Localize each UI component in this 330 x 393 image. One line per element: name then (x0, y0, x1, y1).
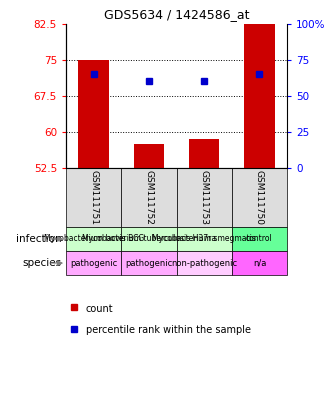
Text: pathogenic: pathogenic (70, 259, 117, 268)
Bar (79, 60, 109, 168)
FancyBboxPatch shape (177, 251, 232, 275)
Text: GSM111751: GSM111751 (89, 170, 98, 225)
Bar (244, 24, 275, 168)
Bar (189, 139, 219, 168)
FancyBboxPatch shape (121, 251, 177, 275)
FancyBboxPatch shape (232, 168, 287, 227)
Text: species: species (22, 258, 62, 268)
FancyBboxPatch shape (66, 227, 121, 251)
FancyBboxPatch shape (232, 251, 287, 275)
Text: n/a: n/a (253, 259, 266, 268)
Text: GSM111753: GSM111753 (200, 170, 209, 225)
Text: percentile rank within the sample: percentile rank within the sample (86, 325, 251, 335)
Text: Mycobacterium tuberculosis H37ra: Mycobacterium tuberculosis H37ra (82, 235, 216, 244)
FancyBboxPatch shape (121, 227, 177, 251)
FancyBboxPatch shape (121, 168, 177, 227)
Text: non-pathogenic: non-pathogenic (171, 259, 237, 268)
FancyBboxPatch shape (66, 168, 121, 227)
Text: infection: infection (16, 234, 62, 244)
Text: GSM111752: GSM111752 (145, 170, 153, 225)
FancyBboxPatch shape (177, 227, 232, 251)
Text: Mycobacterium bovis BCG: Mycobacterium bovis BCG (44, 235, 144, 244)
Bar (134, 144, 164, 168)
FancyBboxPatch shape (177, 168, 232, 227)
Text: GSM111750: GSM111750 (255, 170, 264, 225)
FancyBboxPatch shape (232, 227, 287, 251)
Text: count: count (86, 303, 114, 314)
FancyBboxPatch shape (66, 251, 121, 275)
Text: pathogenic: pathogenic (125, 259, 173, 268)
Text: control: control (246, 235, 273, 244)
Text: Mycobacterium smegmatis: Mycobacterium smegmatis (152, 235, 256, 244)
Title: GDS5634 / 1424586_at: GDS5634 / 1424586_at (104, 8, 249, 21)
